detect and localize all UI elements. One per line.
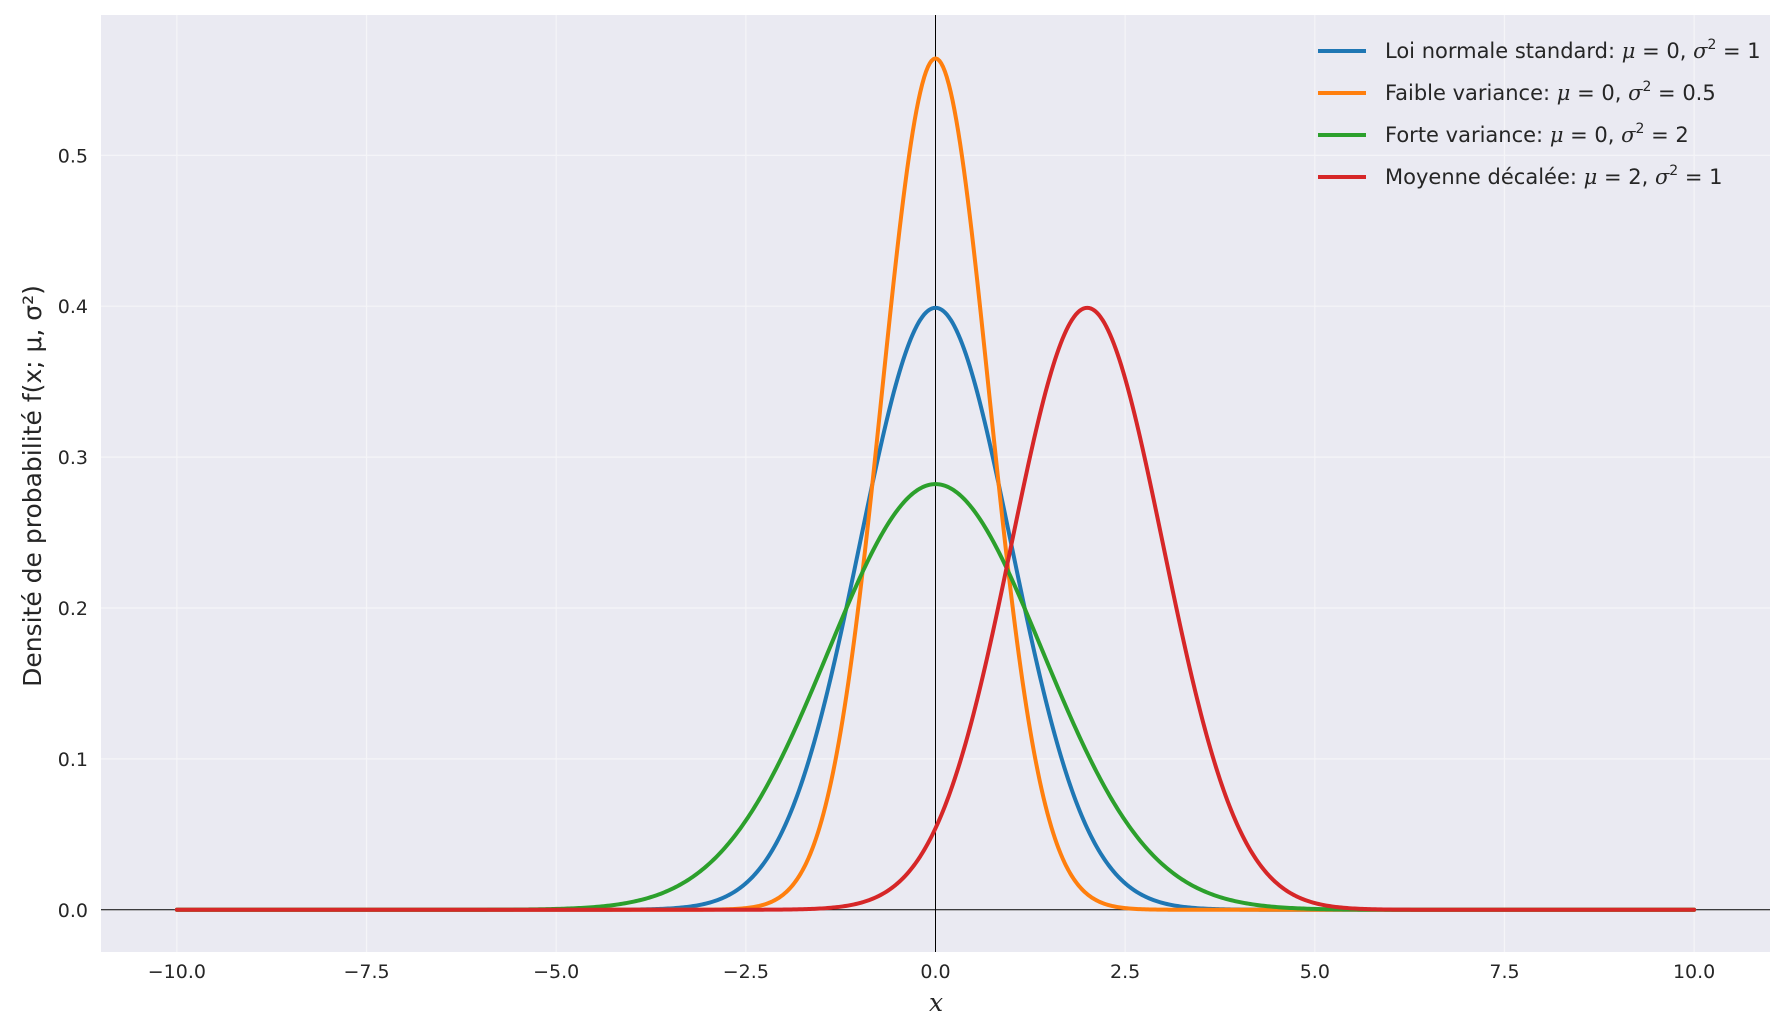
- series-lines: [174, 56, 1697, 912]
- x-tick-label: 2.5: [1110, 961, 1140, 983]
- y-tick-label: 0.5: [58, 145, 88, 167]
- y-tick-label: 0.1: [58, 749, 88, 771]
- legend-label: Loi normale standard: μ = 0, σ2 = 1: [1385, 37, 1761, 63]
- y-tick-label: 0.3: [58, 447, 88, 469]
- x-axis-label: x: [929, 988, 943, 1017]
- series-line: [174, 305, 1697, 912]
- legend-label: Faible variance: μ = 0, σ2 = 0.5: [1385, 79, 1716, 105]
- x-tick-label: 5.0: [1300, 961, 1330, 983]
- y-axis-label: Densité de probabilité f(x; μ, σ²): [18, 285, 47, 687]
- y-tick-label: 0.2: [58, 598, 88, 620]
- x-axis-ticks: −10.0 −7.5 −5.0 −2.5 0.0 2.5 5.0 7.5 10.0: [148, 961, 1716, 983]
- y-tick-label: 0.4: [58, 296, 88, 318]
- legend: Loi normale standard: μ = 0, σ2 = 1 Faibl…: [1318, 37, 1761, 189]
- y-tick-label: 0.0: [58, 900, 88, 922]
- y-axis-ticks: 0.0 0.1 0.2 0.3 0.4 0.5: [58, 145, 88, 921]
- x-tick-label: 7.5: [1489, 961, 1519, 983]
- x-tick-label: −7.5: [343, 961, 389, 983]
- x-tick-label: −5.0: [533, 961, 579, 983]
- legend-label: Moyenne décalée: μ = 2, σ2 = 1: [1385, 163, 1723, 189]
- x-tick-label: 0.0: [920, 961, 950, 983]
- x-tick-label: −2.5: [723, 961, 769, 983]
- x-tick-label: −10.0: [148, 961, 206, 983]
- legend-label: Forte variance: μ = 0, σ2 = 2: [1385, 121, 1689, 147]
- x-tick-label: 10.0: [1673, 961, 1715, 983]
